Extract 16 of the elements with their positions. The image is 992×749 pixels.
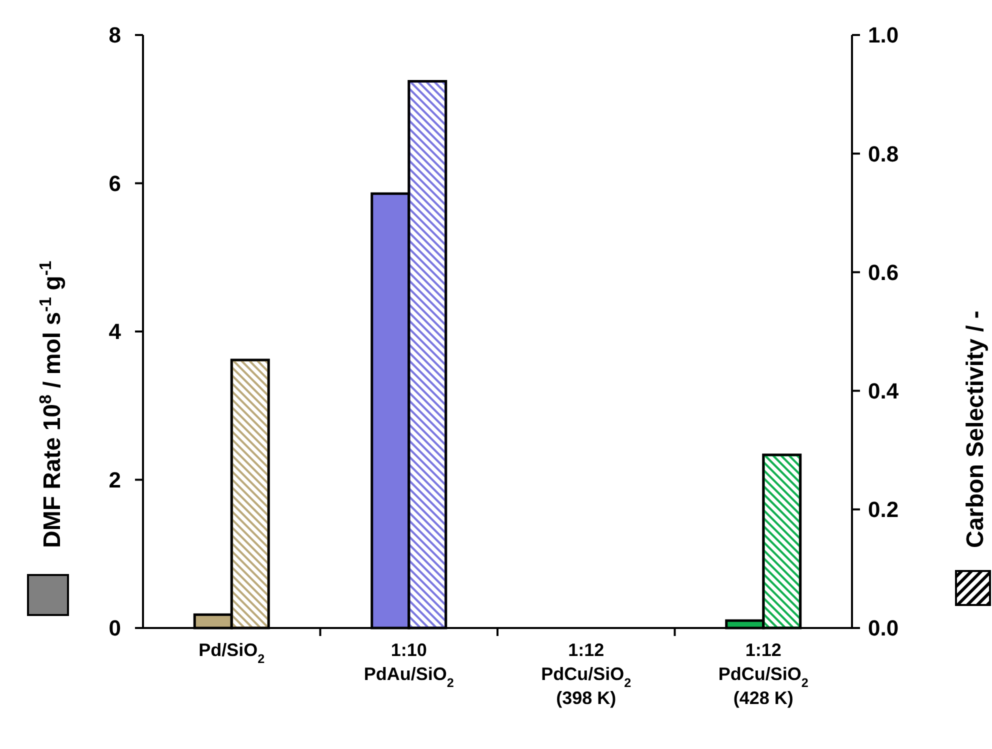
x-tick-label: 1:10 PdAu/SiO$_{2}$ — [364, 640, 454, 690]
y-tick-label: 8 — [108, 22, 121, 48]
y2-tick-label: 0.2 — [868, 497, 899, 522]
y2-axis-title: Carbon Selectivity / - — [962, 310, 989, 548]
y2-tick-label: 0.0 — [868, 616, 899, 641]
y2-tick-label: 1.0 — [868, 22, 899, 48]
y-tick-label: 2 — [108, 467, 121, 492]
y2-tick-label: 0.6 — [868, 260, 899, 285]
y2-tick-label: 0.4 — [868, 378, 900, 404]
y-tick-label: 6 — [108, 170, 121, 196]
y-tick-label: 4 — [108, 319, 122, 344]
x-tick-label: Pd/SiO$_{2}$ — [198, 640, 265, 666]
y-tick-label: 0 — [108, 616, 121, 641]
x-tick-label: 1:12 PdCu/SiO$_{2}$ (398 K) — [541, 640, 632, 708]
y2-tick-label: 0.8 — [868, 141, 899, 166]
x-tick-label: 1:12 PdCu/SiO$_{2}$ (428 K) — [718, 640, 808, 708]
